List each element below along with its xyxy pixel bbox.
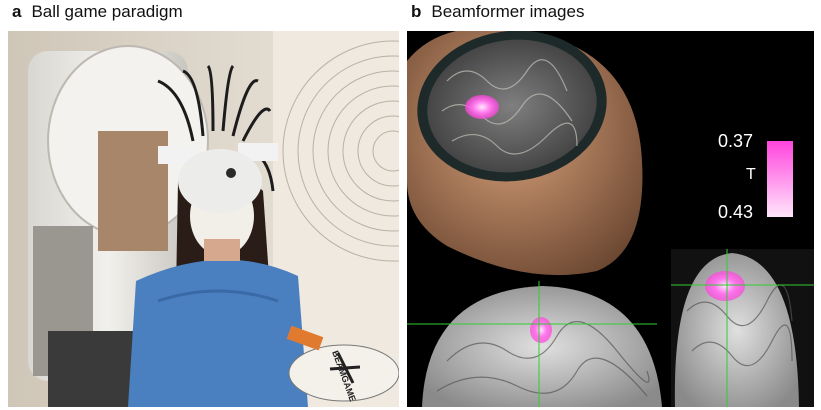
colorbar-bottom-value: 0.43	[718, 202, 754, 222]
beamformer-images: 0.37 T 0.43	[407, 31, 814, 407]
panel-b-letter: b	[411, 2, 422, 21]
panel-a-letter: a	[12, 2, 22, 21]
activation-blob-coronal	[705, 271, 745, 301]
colorbar-symbol: T	[746, 166, 756, 183]
ball-game-photo: BEAMGAME	[8, 31, 399, 407]
activation-blob-3d	[465, 95, 499, 119]
panel-a-label: a Ball game paradigm	[12, 2, 183, 22]
activation-blob-axial	[530, 317, 552, 343]
panel-b-label: b Beamformer images	[411, 2, 584, 22]
colorbar-top-value: 0.37	[718, 131, 754, 151]
colorbar	[767, 141, 793, 217]
panel-a-title: Ball game paradigm	[31, 2, 183, 21]
mri-coronal-slice	[674, 253, 799, 407]
panel-b-title: Beamformer images	[431, 2, 585, 21]
